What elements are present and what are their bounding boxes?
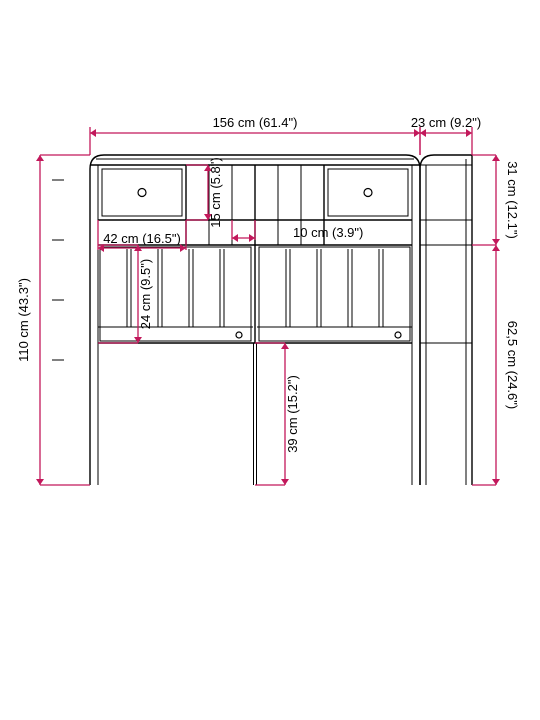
dim-drawer-h: 15 cm (5.8") — [208, 157, 223, 227]
knob-icon — [364, 189, 372, 197]
dim-lower-h: 62,5 cm (24.6") — [505, 321, 520, 409]
dim-upper-h: 31 cm (12.1") — [505, 161, 520, 239]
dim-width: 156 cm (61.4") — [213, 115, 298, 130]
dim-slot-w: 10 cm (3.9") — [293, 225, 363, 240]
dim-height: 110 cm (43.3") — [16, 278, 31, 362]
dim-rail-h: 24 cm (9.5") — [138, 259, 153, 329]
dim-depth: 23 cm (9.2") — [411, 115, 481, 130]
dim-leg-h: 39 cm (15.2") — [285, 375, 300, 453]
dim-drawer-w: 42 cm (16.5") — [103, 231, 181, 246]
side-outline — [420, 155, 472, 485]
knob-icon — [138, 189, 146, 197]
